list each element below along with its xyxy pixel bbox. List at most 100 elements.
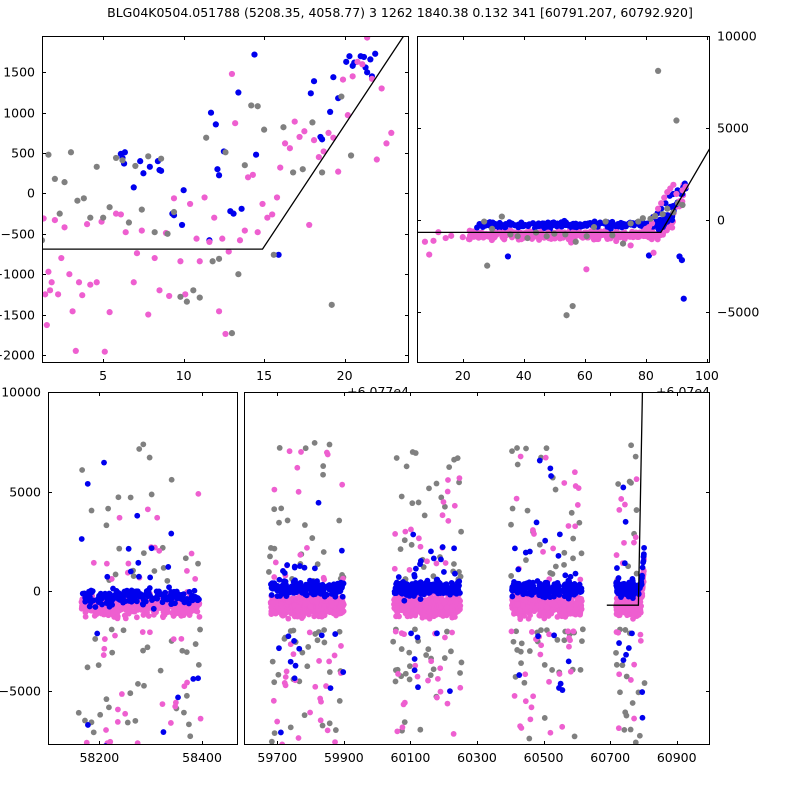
bottom-panel-segment-1: [48, 392, 238, 745]
tick-mark: [544, 741, 545, 745]
tick-label: −5000: [0, 683, 41, 699]
tick-label: 20: [454, 368, 471, 383]
tick-label: 59900: [323, 750, 364, 765]
tick-mark: [706, 691, 710, 692]
tick-mark: [707, 359, 708, 363]
tick-mark: [405, 315, 409, 316]
tick-mark: [48, 591, 52, 592]
tick-label: 10: [175, 368, 192, 383]
tick-label: 1000: [3, 105, 35, 121]
tick-mark: [103, 359, 104, 363]
tick-label: 60700: [590, 750, 631, 765]
tick-mark: [42, 274, 46, 275]
tick-label: −1000: [0, 266, 35, 282]
tick-label: 60500: [523, 750, 564, 765]
tick-label: 5000: [717, 120, 749, 136]
tick-mark: [103, 36, 104, 40]
tick-mark: [524, 359, 525, 363]
tick-mark: [544, 392, 545, 396]
tick-mark: [677, 741, 678, 745]
tick-label: 5: [99, 368, 108, 383]
tick-label: −5000: [717, 304, 760, 320]
tick-label: −500: [0, 226, 35, 242]
tick-label: 1500: [3, 64, 35, 80]
tick-mark: [345, 359, 346, 363]
tick-label: 58200: [79, 750, 120, 765]
tick-mark: [610, 392, 611, 396]
tick-mark: [405, 72, 409, 73]
tick-mark: [345, 36, 346, 40]
tick-mark: [99, 741, 100, 745]
tick-mark: [610, 741, 611, 745]
top-right-panel: [417, 36, 710, 363]
tick-mark: [405, 355, 409, 356]
tick-mark: [277, 741, 278, 745]
tick-mark: [706, 36, 710, 37]
tick-mark: [405, 113, 409, 114]
tick-mark: [42, 355, 46, 356]
tick-mark: [48, 492, 52, 493]
tick-label: 58400: [182, 750, 222, 765]
tick-label: 0: [27, 185, 35, 201]
tick-mark: [706, 220, 710, 221]
tick-mark: [707, 36, 708, 40]
tick-mark: [417, 128, 421, 129]
tick-mark: [463, 359, 464, 363]
tick-mark: [99, 392, 100, 396]
tick-mark: [524, 36, 525, 40]
tick-mark: [706, 492, 710, 493]
tick-label: 0: [717, 212, 725, 228]
tick-mark: [417, 36, 421, 37]
tick-label: 10000: [1, 384, 41, 400]
tick-mark: [463, 36, 464, 40]
tick-mark: [410, 392, 411, 396]
tick-label: 500: [11, 145, 35, 161]
tick-mark: [42, 113, 46, 114]
top-right-plot-area: [417, 67, 710, 319]
tick-label: 60900: [656, 750, 697, 765]
tick-mark: [264, 36, 265, 40]
tick-label: 80: [637, 368, 654, 383]
tick-mark: [706, 312, 710, 313]
tick-label: 40: [515, 368, 532, 383]
tick-mark: [42, 315, 46, 316]
tick-mark: [277, 392, 278, 396]
tick-mark: [677, 392, 678, 396]
tick-mark: [646, 359, 647, 363]
tick-label: 5000: [9, 484, 41, 500]
tick-mark: [344, 741, 345, 745]
tick-mark: [264, 359, 265, 363]
tick-mark: [42, 234, 46, 235]
tick-mark: [646, 36, 647, 40]
tick-label: −1500: [0, 307, 35, 323]
tick-mark: [410, 741, 411, 745]
tick-label: 60100: [390, 750, 431, 765]
tick-label: −2000: [0, 347, 35, 363]
tick-mark: [417, 220, 421, 221]
tick-mark: [184, 359, 185, 363]
bottom-segment-2-plot-area: [266, 392, 648, 745]
tick-mark: [706, 591, 710, 592]
tick-mark: [477, 741, 478, 745]
tick-mark: [42, 193, 46, 194]
figure-title: BLG04K0504.051788 (5208.35, 4058.77) 3 1…: [107, 5, 693, 20]
top-left-panel: [42, 36, 409, 363]
tick-mark: [48, 691, 52, 692]
tick-mark: [42, 72, 46, 73]
tick-mark: [42, 153, 46, 154]
tick-mark: [202, 741, 203, 745]
tick-label: 10000: [717, 28, 757, 44]
tick-mark: [585, 36, 586, 40]
tick-label: 59700: [257, 750, 298, 765]
tick-label: 0: [33, 583, 41, 599]
tick-mark: [48, 392, 52, 393]
tick-mark: [405, 274, 409, 275]
tick-mark: [405, 153, 409, 154]
tick-label: 60300: [457, 750, 497, 765]
tick-label: 15: [256, 368, 273, 383]
tick-label: 100: [695, 368, 719, 383]
tick-mark: [585, 359, 586, 363]
tick-mark: [405, 234, 409, 235]
bottom-segment-1-plot-area: [75, 441, 204, 745]
